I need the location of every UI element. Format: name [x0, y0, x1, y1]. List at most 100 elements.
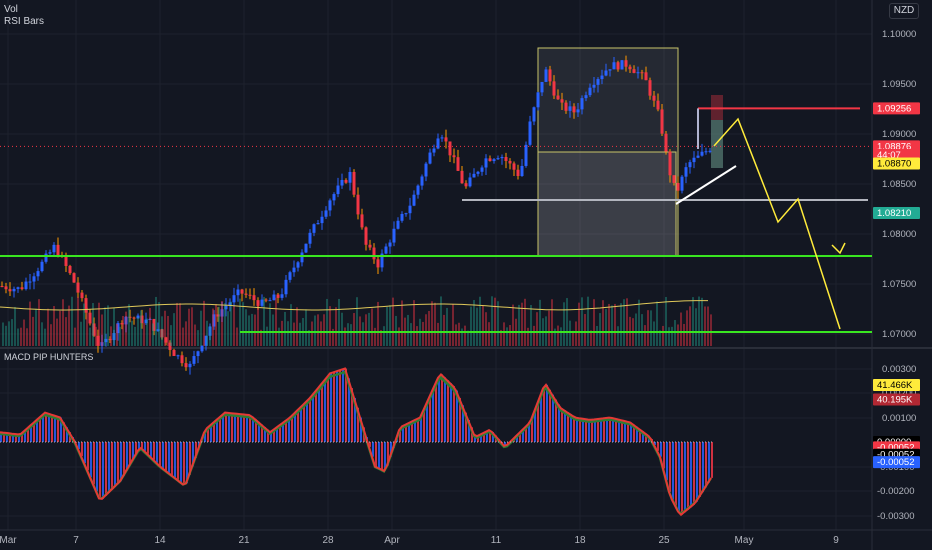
macd-bar	[420, 417, 422, 442]
candle-body	[508, 160, 512, 164]
price-tick-label: 1.09500	[882, 79, 916, 90]
macd-bar	[618, 419, 620, 442]
volume-bar	[188, 308, 190, 346]
volume-bar	[5, 325, 7, 346]
candle-body	[652, 95, 656, 101]
macd-bar	[111, 442, 113, 491]
volume-bar	[644, 325, 646, 346]
drawing-boxes	[537, 47, 723, 257]
volume-bar	[2, 322, 4, 346]
volume-bar	[416, 326, 418, 346]
macd-bar	[321, 384, 323, 442]
volume-bar	[74, 327, 76, 346]
volume-bar	[677, 324, 679, 346]
indicator-label-vol[interactable]: Vol	[4, 4, 18, 15]
macd-bar	[552, 394, 554, 442]
candle-body	[452, 155, 456, 158]
currency-badge[interactable]: NZD	[889, 3, 919, 19]
volume-bar	[212, 308, 214, 346]
macd-bar	[597, 419, 599, 442]
indicator-label-macd[interactable]: MACD PIP HUNTERS	[4, 352, 94, 362]
volume-bar	[656, 301, 658, 346]
macd-bar	[567, 412, 569, 442]
macd-bar	[666, 442, 668, 481]
macd-histogram	[0, 367, 713, 517]
volume-bar	[233, 306, 235, 346]
candle-body	[596, 79, 600, 85]
candle-body	[372, 247, 376, 260]
macd-bar	[630, 422, 632, 442]
volume-bar	[329, 306, 331, 346]
macd-bar	[258, 421, 260, 442]
volume-bar	[149, 307, 151, 346]
candle-body	[176, 355, 180, 357]
macd-tick-label: 0.00100	[882, 413, 916, 424]
volume-bar	[527, 327, 529, 346]
candle-body	[412, 194, 416, 206]
macd-bar	[351, 388, 353, 442]
volume-bar	[389, 305, 391, 346]
volume-bar	[92, 303, 94, 346]
volume-bar	[8, 321, 10, 346]
candle-body	[420, 176, 424, 186]
volume-bar	[524, 298, 526, 346]
candle-body	[540, 81, 544, 93]
macd-bar	[384, 442, 386, 471]
macd-bar	[540, 396, 542, 442]
trend-line	[675, 165, 737, 205]
volume-bar	[428, 310, 430, 346]
volume-bar	[698, 296, 700, 346]
macd-bar	[681, 442, 683, 515]
macd-bar	[711, 442, 713, 478]
macd-bar	[66, 427, 68, 442]
candle-body	[536, 92, 540, 108]
candle-body	[532, 107, 536, 122]
volume-bar	[497, 301, 499, 346]
macd-bar	[537, 404, 539, 442]
volume-bar	[455, 324, 457, 346]
volume-bar	[503, 322, 505, 346]
macd-bar	[369, 442, 371, 447]
volume-bar	[299, 322, 301, 346]
macd-bar	[438, 377, 440, 442]
candle-body	[444, 137, 448, 142]
candle-body	[400, 213, 404, 221]
macd-bar	[312, 395, 314, 442]
volume-bar	[125, 311, 127, 346]
macd-bar	[660, 442, 662, 457]
short-position-risk	[711, 95, 723, 168]
candle-body	[640, 72, 644, 74]
indicator-label-rsi-bars[interactable]: RSI Bars	[4, 16, 45, 27]
volume-bar	[143, 323, 145, 346]
macd-bar	[135, 442, 137, 456]
time-tick-label: 11	[491, 535, 502, 546]
macd-bar	[213, 422, 215, 442]
candle-body	[492, 159, 496, 162]
macd-bar	[594, 419, 596, 442]
candle-body	[628, 66, 632, 70]
macd-bar	[336, 371, 338, 442]
volume-bar	[128, 304, 130, 346]
macd-bar	[483, 433, 485, 442]
macd-bar	[414, 420, 416, 442]
macd-bar	[303, 404, 305, 442]
volume-bar	[155, 296, 157, 346]
macd-bar	[468, 419, 470, 442]
candle-body	[604, 70, 608, 76]
candle-body	[196, 351, 200, 357]
volume-bar	[41, 322, 43, 346]
volume-bar	[425, 314, 427, 346]
candle-body	[560, 99, 564, 103]
macd-bar	[117, 442, 119, 485]
macd-bar	[90, 442, 92, 478]
candle-body	[380, 253, 384, 268]
macd-bar	[228, 412, 230, 442]
candle-body	[672, 175, 676, 183]
volume-bar	[29, 301, 31, 346]
volume-bar	[662, 325, 664, 346]
price-tag-bg	[873, 102, 920, 115]
candle-body	[656, 100, 660, 110]
volume-bar	[608, 303, 610, 346]
volume-bar	[584, 314, 586, 346]
volume-bar	[602, 300, 604, 346]
